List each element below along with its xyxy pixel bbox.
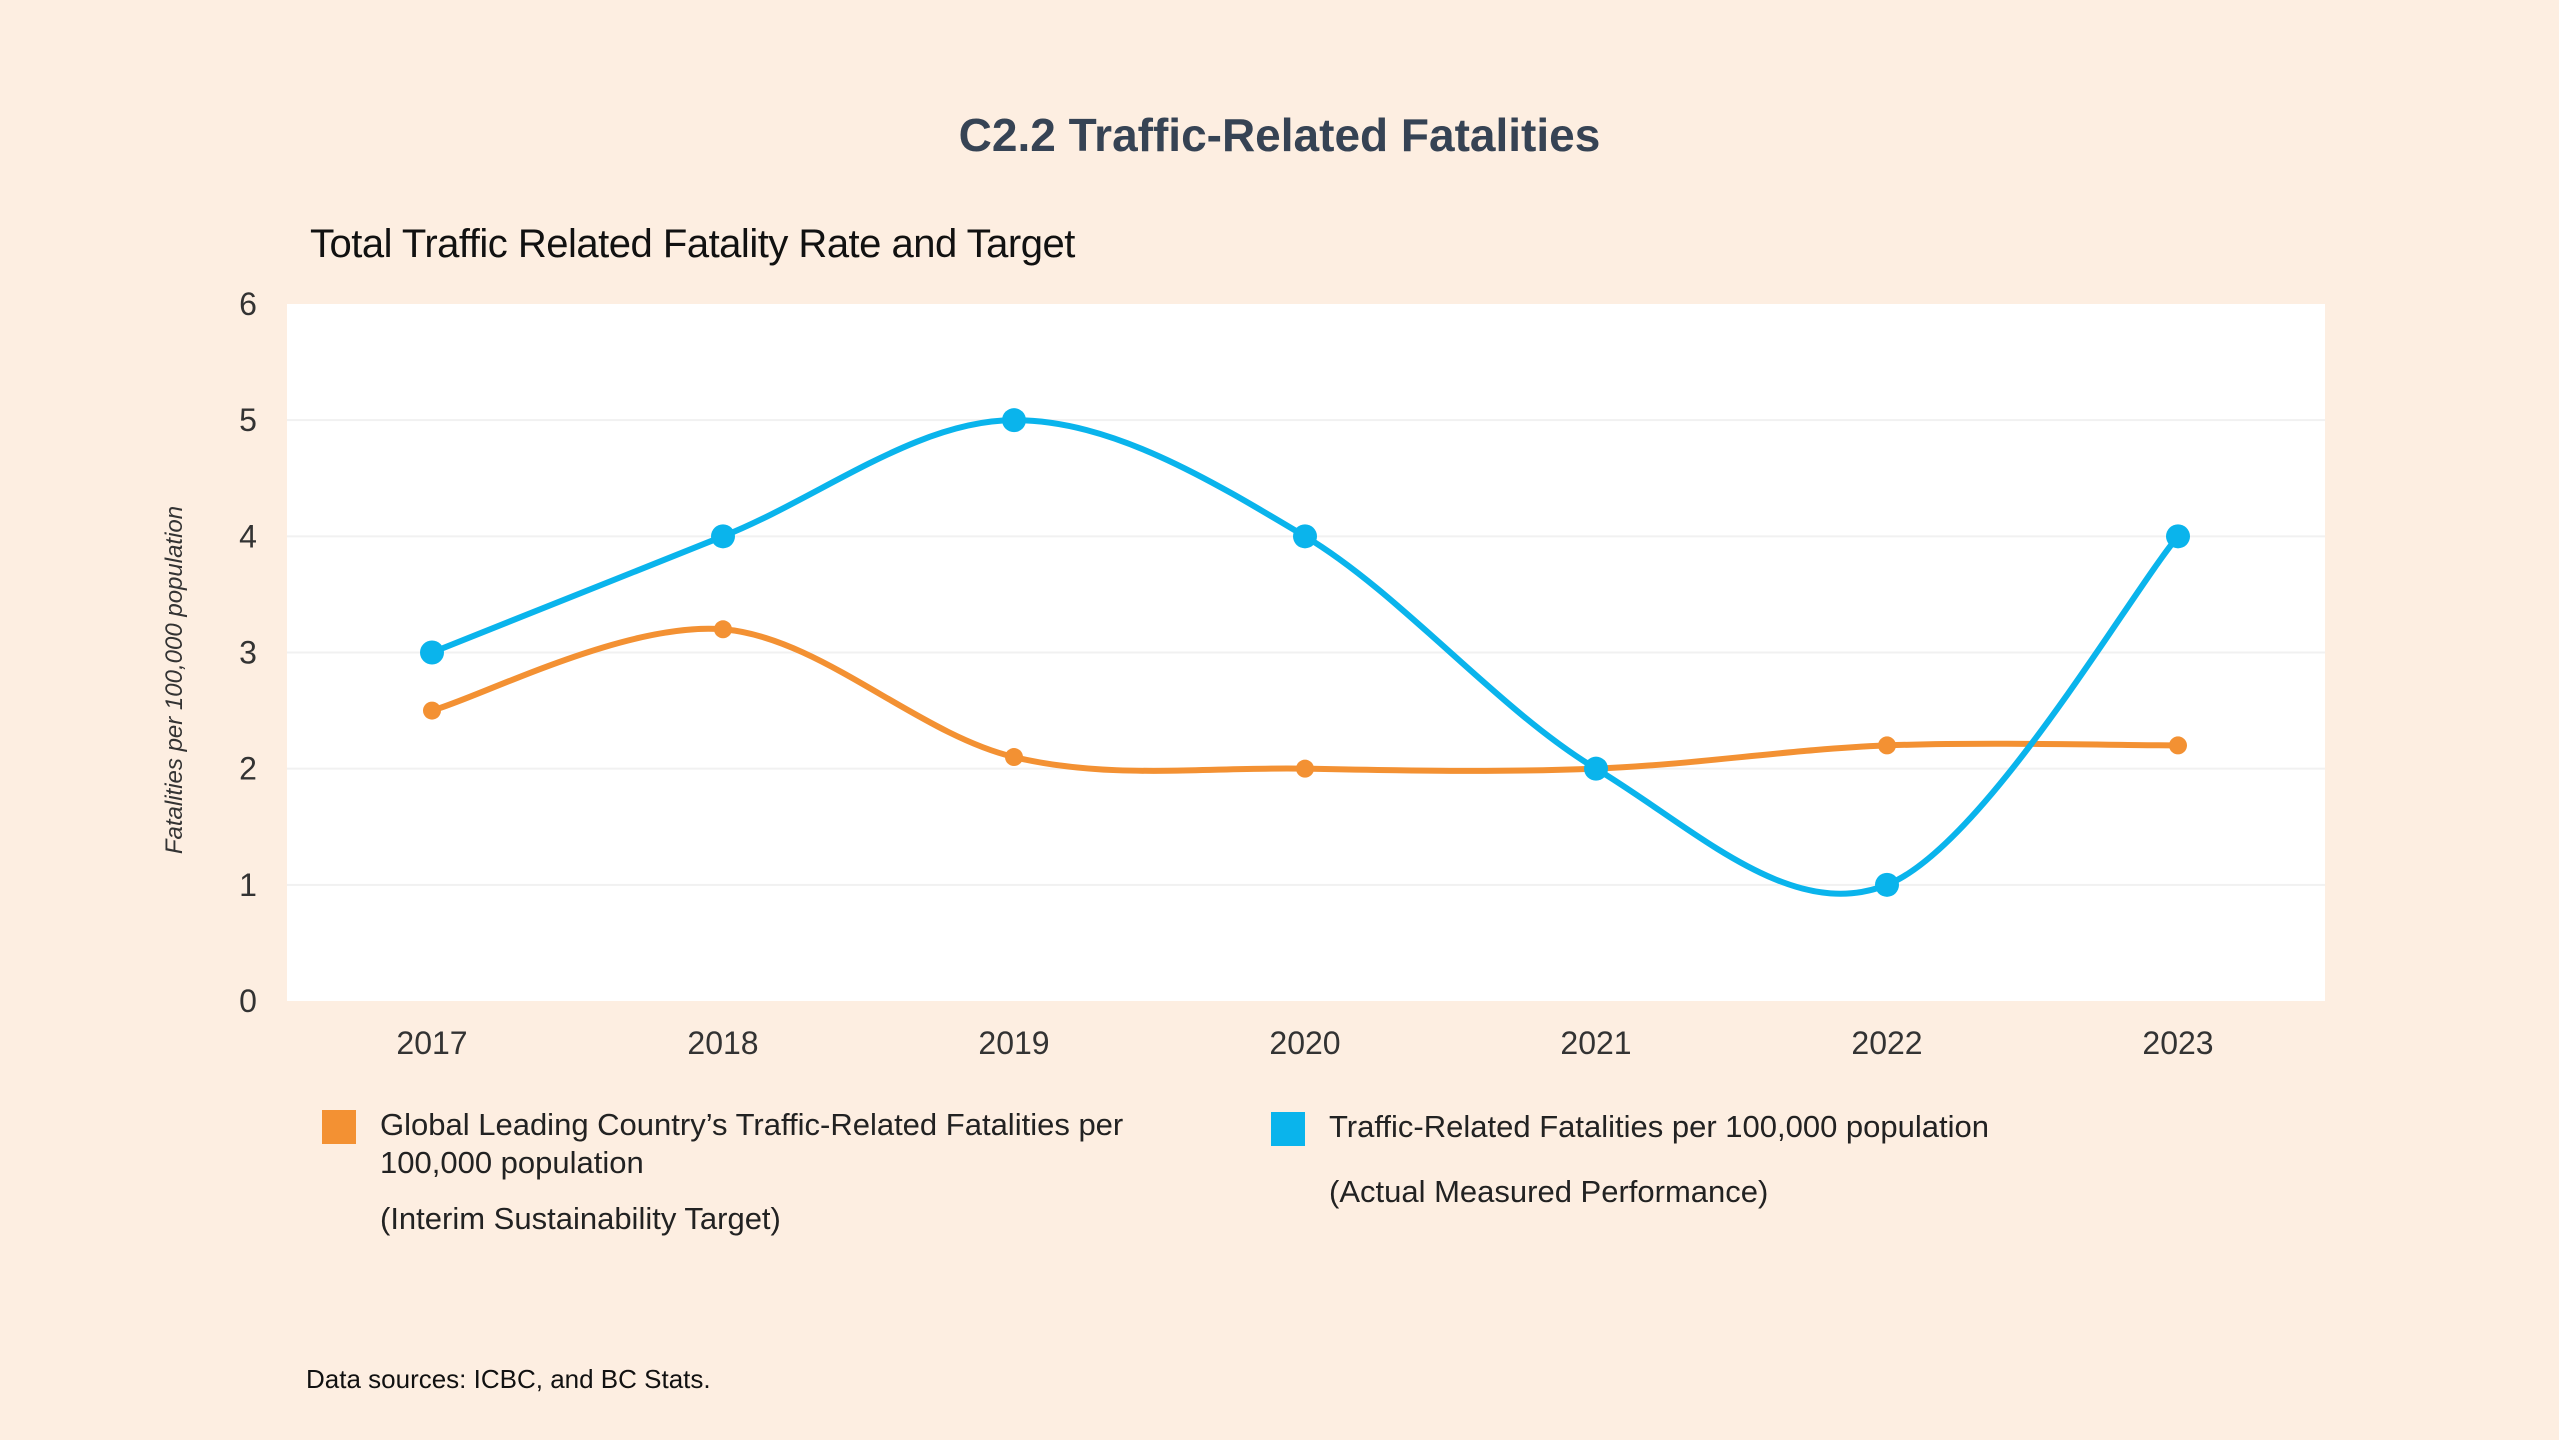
x-tick-label: 2023 <box>2142 1025 2213 1061</box>
y-tick-label: 0 <box>239 983 257 1019</box>
data-point <box>423 701 441 720</box>
data-point <box>420 640 444 665</box>
x-tick-label: 2021 <box>1560 1025 1631 1061</box>
x-tick-label: 2020 <box>1269 1025 1340 1061</box>
data-point <box>1293 524 1317 549</box>
x-tick-label: 2017 <box>396 1025 467 1061</box>
data-point <box>2169 736 2187 755</box>
y-axis-label: Fatalities per 100,000 population <box>161 506 188 854</box>
data-point <box>714 620 732 639</box>
data-point <box>1002 408 1026 433</box>
y-tick-label: 4 <box>239 518 257 554</box>
data-point <box>1875 872 1899 897</box>
page-title: C2.2 Traffic-Related Fatalities <box>958 109 1601 161</box>
y-tick-label: 5 <box>239 402 257 438</box>
x-tick-label: 2019 <box>978 1025 1049 1061</box>
legend-note-actual: (Actual Measured Performance) <box>1329 1174 1769 1209</box>
data-point <box>2166 524 2190 549</box>
chart-subtitle: Total Traffic Related Fatality Rate and … <box>310 222 1075 266</box>
legend-swatch-actual <box>1271 1112 1305 1146</box>
legend-note-target: (Interim Sustainability Target) <box>380 1201 781 1236</box>
data-source-note: Data sources: ICBC, and BC Stats. <box>306 1364 711 1394</box>
x-tick-label: 2022 <box>1851 1025 1922 1061</box>
y-tick-label: 6 <box>239 286 257 322</box>
data-point <box>1584 756 1608 781</box>
data-point <box>711 524 735 549</box>
y-tick-label: 3 <box>239 635 257 671</box>
series-actual <box>420 408 2190 897</box>
y-tick-label: 2 <box>239 751 257 787</box>
legend-label-actual: Traffic-Related Fatalities per 100,000 p… <box>1329 1109 1990 1144</box>
legend-label-target: Global Leading Country’s Traffic-Related… <box>380 1107 1124 1180</box>
legend-item-target: Global Leading Country’s Traffic-Related… <box>322 1106 1222 1238</box>
y-axis-ticks: 0 1 2 3 4 5 6 <box>239 286 257 1019</box>
x-tick-label: 2018 <box>687 1025 758 1061</box>
legend-item-actual: Traffic-Related Fatalities per 100,000 p… <box>1271 1108 2171 1211</box>
data-point <box>1878 736 1896 755</box>
data-point <box>1005 748 1023 767</box>
x-axis-ticks: 2017 2018 2019 2020 2021 2022 2023 <box>396 1025 2213 1061</box>
legend-swatch-target <box>322 1110 356 1144</box>
y-tick-label: 1 <box>239 867 257 903</box>
data-point <box>1296 759 1314 778</box>
line-chart: 0 1 2 3 4 5 6 2017 2018 2019 2020 2021 2022 2023 Fat… <box>161 286 2325 1061</box>
series-group <box>420 408 2190 897</box>
